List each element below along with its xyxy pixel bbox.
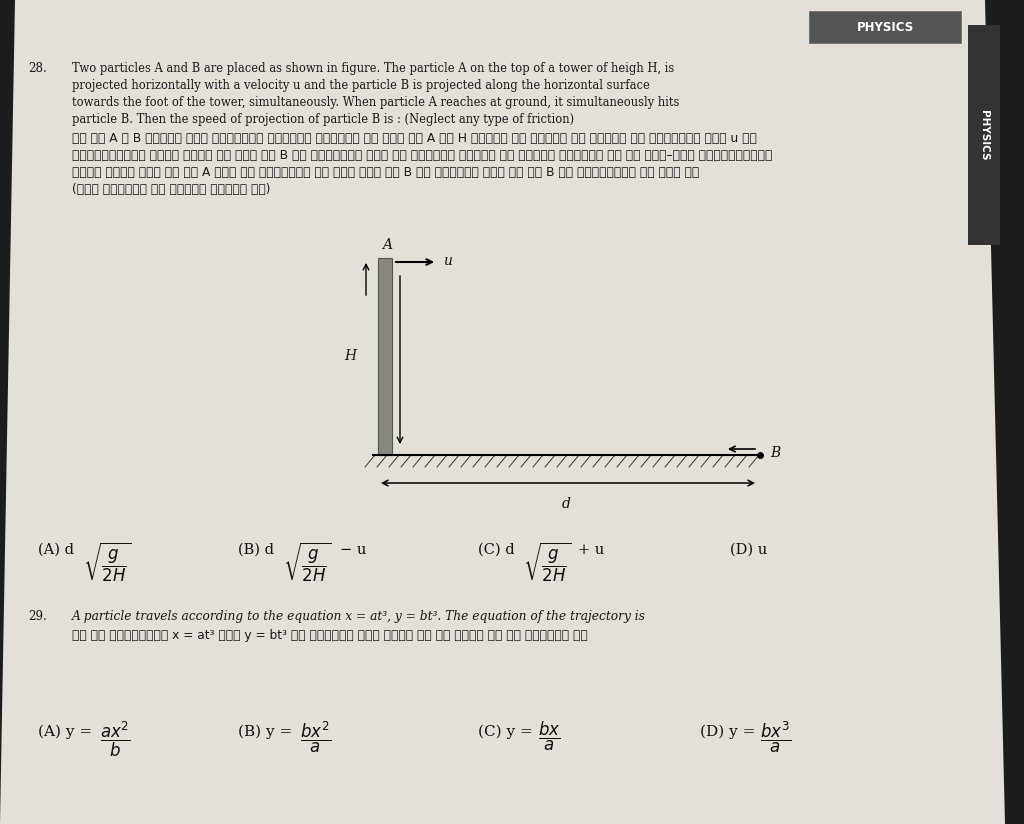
Bar: [968, 25, 1000, 245]
Text: B: B: [770, 446, 780, 460]
Text: (सभी प्रकार का घर्षण नगण्य है): (सभी प्रकार का घर्षण नगण्य है): [72, 183, 270, 196]
Text: A particle travels according to the equation x = at³, y = bt³. The equation of t: A particle travels according to the equa…: [72, 610, 646, 623]
Text: (B) d: (B) d: [238, 543, 274, 557]
Text: PHYSICS: PHYSICS: [856, 21, 913, 34]
Text: PHYSICS: PHYSICS: [979, 110, 989, 160]
Text: (C) d: (C) d: [478, 543, 515, 557]
Text: + u: + u: [578, 543, 604, 557]
Text: $\dfrac{ax^2}{b}$: $\dfrac{ax^2}{b}$: [100, 720, 131, 759]
Bar: [378, 258, 392, 455]
Text: Two particles A and B are placed as shown in figure. The particle A on the top o: Two particles A and B are placed as show…: [72, 62, 674, 75]
Text: $\sqrt{\dfrac{g}{2H}}$: $\sqrt{\dfrac{g}{2H}}$: [283, 540, 331, 583]
Text: $\dfrac{bx}{a}$: $\dfrac{bx}{a}$: [538, 720, 560, 753]
FancyBboxPatch shape: [809, 11, 961, 43]
Text: एक कण समीकरणों x = at³ तथा y = bt³ के अनुसार गति करता है तो इसके पथ की समीकरण है: एक कण समीकरणों x = at³ तथा y = bt³ के अन…: [72, 629, 588, 642]
Text: (B) y =: (B) y =: [238, 725, 292, 739]
Text: $\sqrt{\dfrac{g}{2H}}$: $\sqrt{\dfrac{g}{2H}}$: [83, 540, 131, 583]
Text: (A) y =: (A) y =: [38, 725, 92, 739]
Text: (D) u: (D) u: [730, 543, 767, 557]
Text: towards the foot of the tower, simultaneously. When particle A reaches at ground: towards the foot of the tower, simultane…: [72, 96, 679, 109]
Text: दो कण A व B चित्र में दर्शाये अनुसार स्थिति पर है। कण A को H उँचाई की मीनार के श: दो कण A व B चित्र में दर्शाये अनुसार स्थ…: [72, 132, 757, 145]
Text: − u: − u: [340, 543, 367, 557]
Text: (D) y =: (D) y =: [700, 725, 756, 739]
Text: (C) y =: (C) y =: [478, 725, 532, 739]
Text: (A) d: (A) d: [38, 543, 74, 557]
Text: $\dfrac{bx^2}{a}$: $\dfrac{bx^2}{a}$: [300, 720, 331, 756]
Text: d: d: [561, 497, 570, 511]
Text: प्रक्षेपित किया जाता है तथा कण B को क्षैतिज सतह के अनुदिश मीनार के निचले बिन्दु : प्रक्षेपित किया जाता है तथा कण B को क्षै…: [72, 149, 772, 162]
Text: $\sqrt{\dfrac{g}{2H}}$: $\sqrt{\dfrac{g}{2H}}$: [523, 540, 571, 583]
Text: A: A: [382, 238, 392, 252]
Text: projected horizontally with a velocity u and the particle B is projected along t: projected horizontally with a velocity u…: [72, 79, 650, 92]
Text: particle B. Then the speed of projection of particle B is : (Neglect any type of: particle B. Then the speed of projection…: [72, 113, 574, 126]
Text: $\dfrac{bx^3}{a}$: $\dfrac{bx^3}{a}$: [760, 720, 792, 756]
Text: किया जाता है। जब कण A सतह पर पहुँचता है उसी समय कण B से टकराता है। तब कण B के प्: किया जाता है। जब कण A सतह पर पहुँचता है …: [72, 166, 699, 179]
Text: 28.: 28.: [28, 62, 47, 75]
Text: H: H: [344, 349, 356, 363]
Text: 29.: 29.: [28, 610, 47, 623]
Text: u: u: [443, 254, 452, 268]
